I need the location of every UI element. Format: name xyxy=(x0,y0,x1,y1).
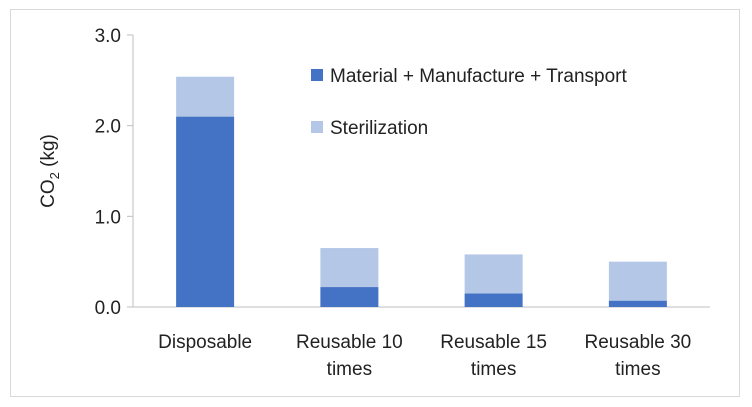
bar-segment-sterilization xyxy=(320,248,379,288)
legend-swatch xyxy=(311,69,323,81)
x-category-label: Reusable 15 xyxy=(440,332,547,353)
bar-segment-sterilization xyxy=(176,76,235,117)
y-tick-label: 0.0 xyxy=(95,298,121,319)
bar-segment-sterilization xyxy=(464,254,523,294)
bar-segment-material xyxy=(320,287,379,307)
y-tick-label: 3.0 xyxy=(95,26,121,47)
y-tick-label: 1.0 xyxy=(95,207,121,228)
legend-swatch xyxy=(311,121,323,133)
bar-segment-material xyxy=(464,293,523,307)
x-category-label: times xyxy=(615,359,660,380)
bar-segment-material xyxy=(608,300,667,307)
chart-frame xyxy=(10,9,740,397)
x-category-label: Reusable 10 xyxy=(296,332,403,353)
x-category-label: times xyxy=(327,359,372,380)
y-axis-title: CO2 (kg) xyxy=(38,134,62,208)
x-category-label: Disposable xyxy=(158,332,252,353)
legend-label: Material + Manufacture + Transport xyxy=(330,66,627,87)
x-category-label: times xyxy=(471,359,516,380)
legend-label: Sterilization xyxy=(330,118,428,139)
x-category-label: Reusable 30 xyxy=(585,332,692,353)
bar-segment-material xyxy=(176,116,235,307)
y-tick-label: 2.0 xyxy=(95,117,121,138)
bar-segment-sterilization xyxy=(608,261,667,301)
